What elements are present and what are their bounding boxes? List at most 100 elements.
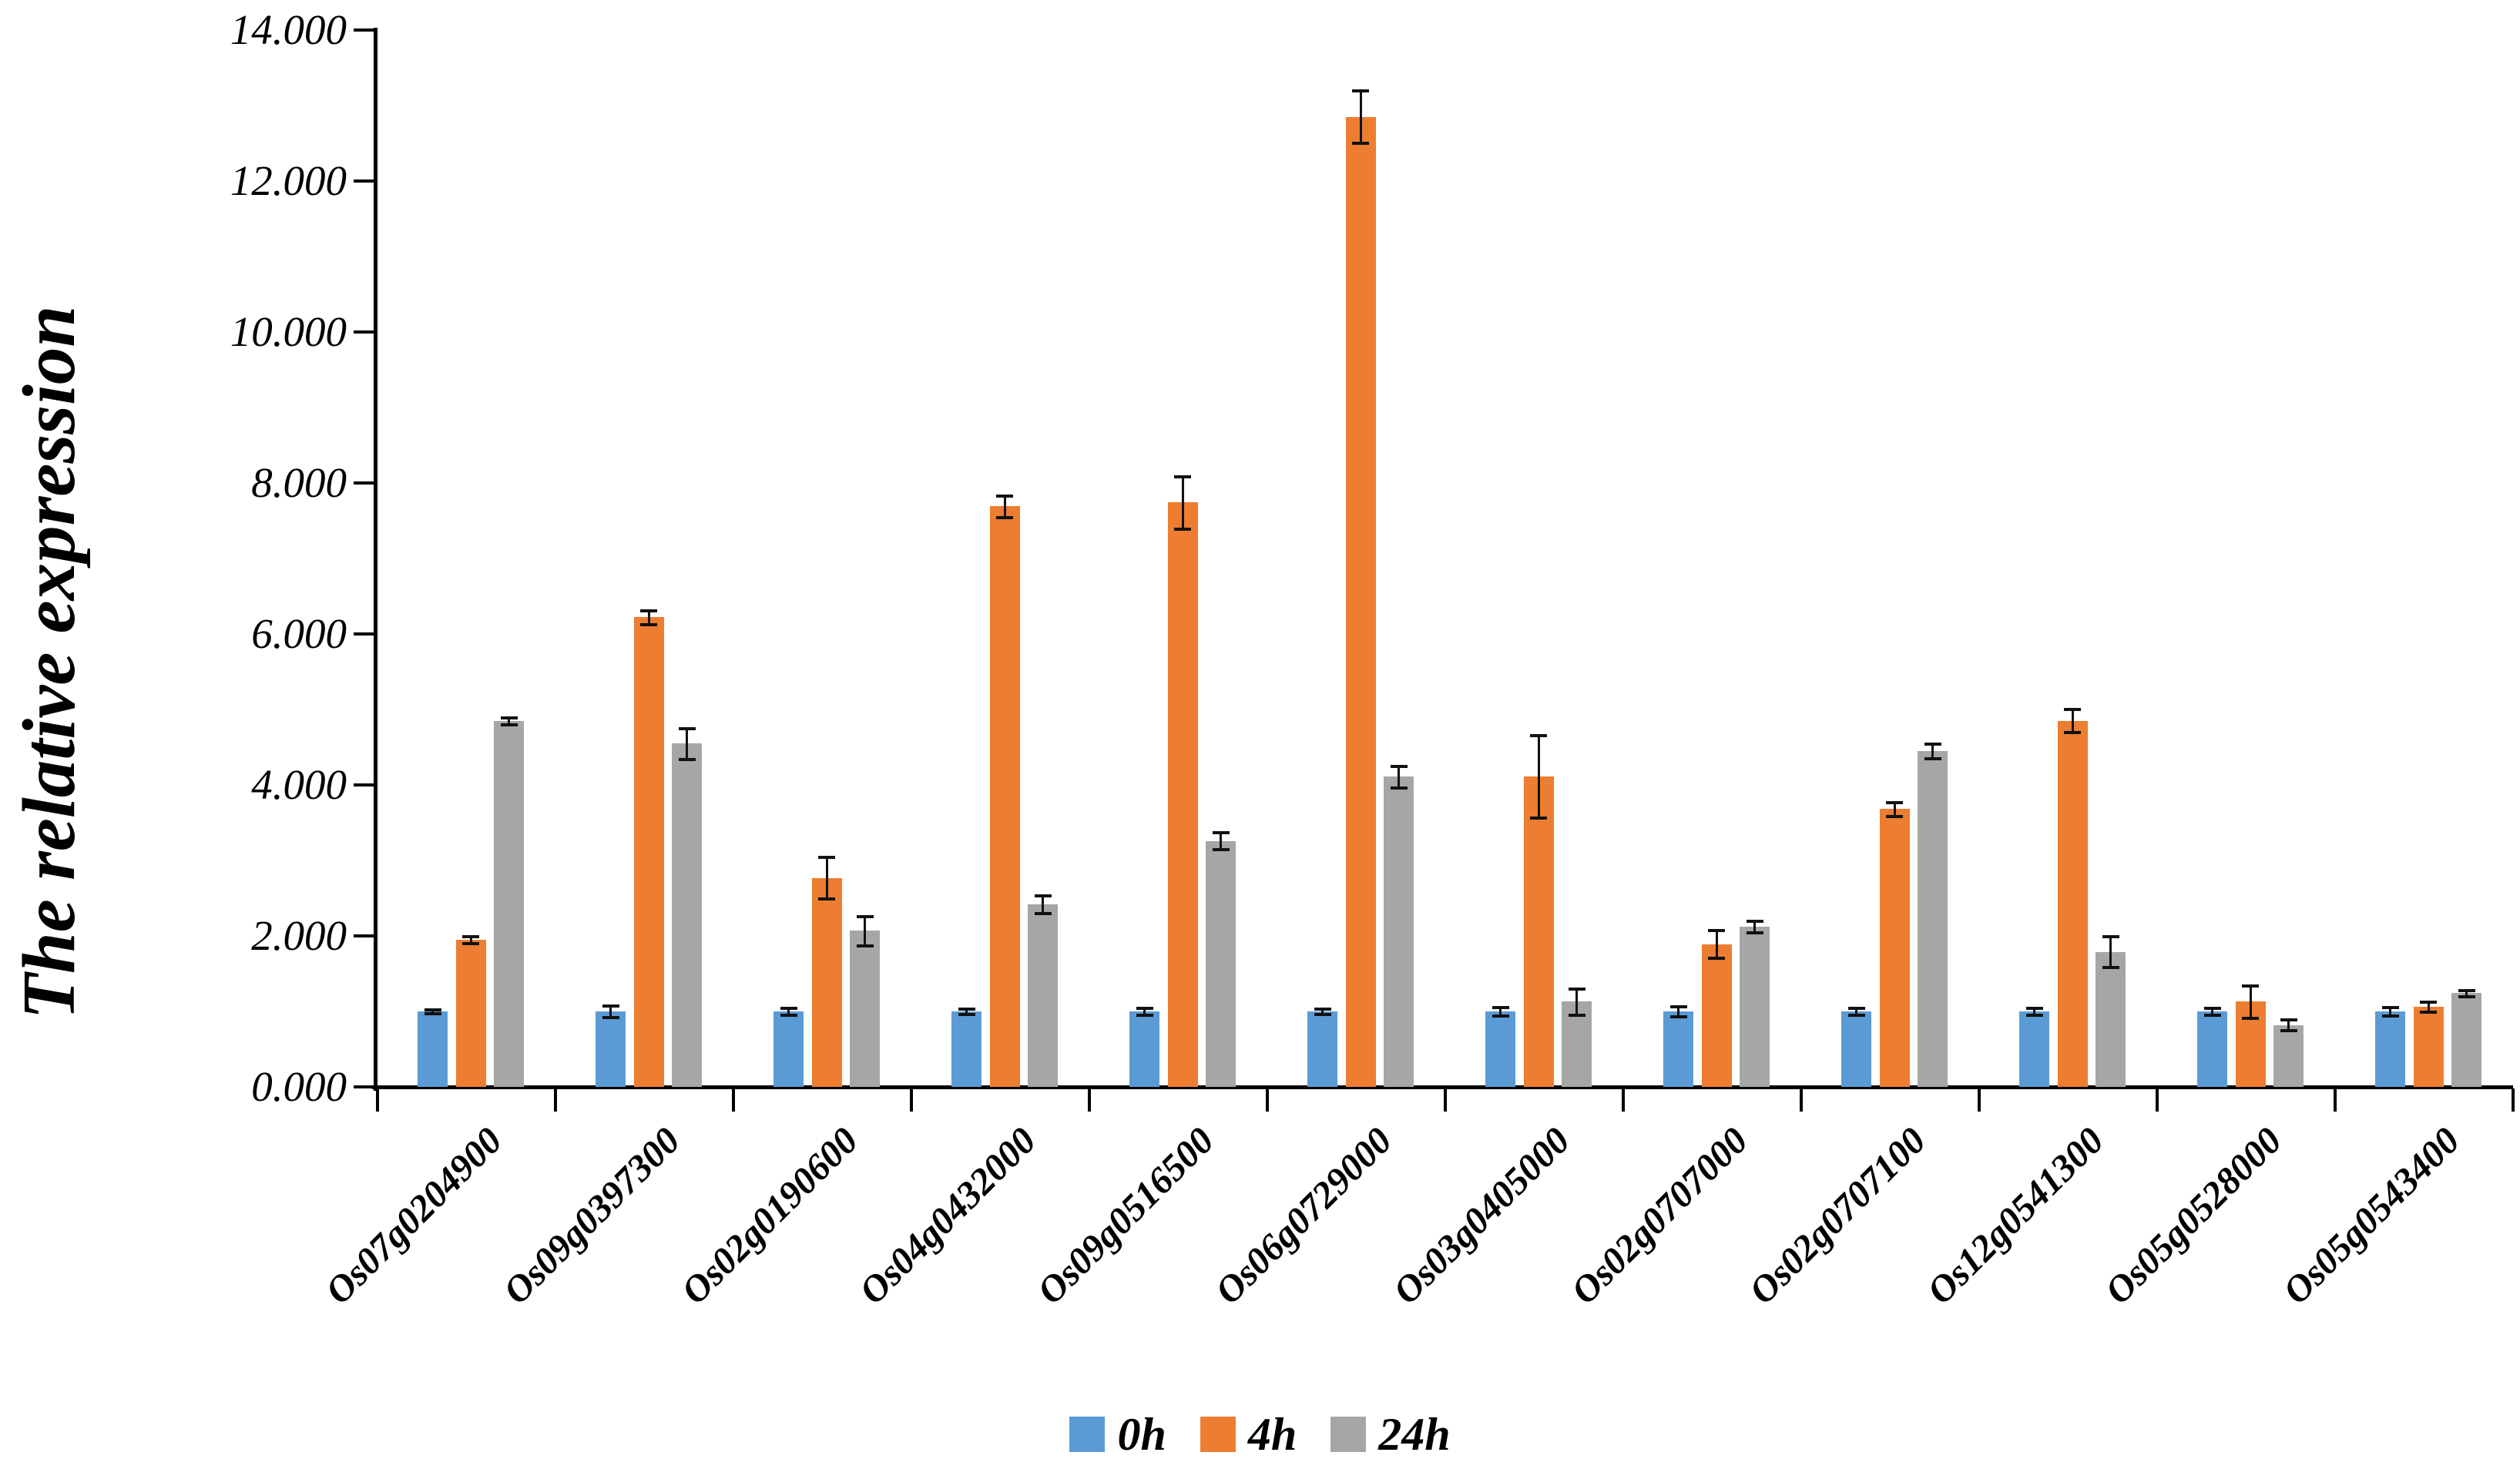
error-bar-line [965, 1008, 968, 1015]
bar-4h-Os03g0405000 [1523, 776, 1554, 1087]
error-bar-cap-bottom [1530, 817, 1547, 820]
x-category-label-Os06g0729000: Os06g0729000 [1206, 1118, 1400, 1313]
error-bar-line [647, 609, 650, 625]
error-bar-line [2465, 989, 2468, 998]
bar-4h-Os06g0729000 [1345, 116, 1376, 1087]
error-bar-line [1143, 1008, 1146, 1015]
bar-24h-Os02g0707000 [1740, 927, 1770, 1087]
error-bar-cap-top [1314, 1008, 1331, 1011]
x-category-label-Os02g0190600: Os02g0190600 [672, 1118, 866, 1313]
bar-4h-Os02g0190600 [811, 877, 842, 1087]
bar-24h-Os05g0528000 [2273, 1025, 2304, 1087]
error-bar-line [508, 716, 510, 725]
error-bar-line [1359, 90, 1362, 143]
bar-0h-Os02g0707000 [1663, 1011, 1693, 1087]
error-bar-cap-bottom [1314, 1012, 1331, 1016]
error-bar-line [1855, 1008, 1857, 1015]
error-bar-line [1321, 1008, 1324, 1015]
error-bar-cap-top [1136, 1007, 1153, 1011]
error-bar-cap-top [640, 609, 657, 612]
legend-label-4h: 4h [1247, 1409, 1297, 1460]
error-bar-line [864, 915, 866, 946]
error-bar-cap-top [602, 1004, 619, 1008]
error-bar-cap-bottom [678, 757, 696, 761]
error-bar-cap-top [818, 856, 835, 860]
error-bar-cap-bottom [462, 941, 479, 945]
error-bar-cap-bottom [500, 723, 518, 726]
x-category-label-Os02g0707100: Os02g0707100 [1740, 1118, 1934, 1313]
y-axis-title: The relative expression [8, 305, 90, 1020]
error-bar-cap-top [1568, 987, 1585, 991]
legend-item-24h: 24h [1330, 1409, 1451, 1460]
x-tick [376, 1088, 379, 1112]
y-tick [354, 29, 374, 32]
error-bar-line [1931, 743, 1934, 759]
bar-24h-Os09g0516500 [1206, 840, 1236, 1087]
error-bar-cap-top [2381, 1006, 2399, 1010]
legend-item-0h: 0h [1069, 1411, 1166, 1457]
x-tick [1622, 1088, 1625, 1112]
error-bar-line [2211, 1008, 2213, 1015]
error-bar-line [1398, 765, 1400, 788]
error-bar-line [1220, 831, 1222, 850]
y-tick [354, 330, 374, 334]
bar-24h-Os04g0432000 [1028, 904, 1058, 1087]
x-tick [1978, 1088, 1981, 1112]
x-tick [910, 1088, 913, 1112]
x-axis-line [372, 1085, 2513, 1089]
error-bar-cap-top [1352, 89, 1369, 93]
error-bar-line [1181, 476, 1184, 529]
error-bar-cap-bottom [818, 897, 835, 900]
error-bar-cap-top [1212, 830, 1230, 834]
error-bar-line [1715, 930, 1718, 959]
error-bar-cap-top [2064, 708, 2081, 712]
bar-4h-Os02g0707100 [1879, 809, 1910, 1087]
legend-swatch-24h [1330, 1417, 1367, 1452]
error-bar-line [1499, 1007, 1502, 1016]
error-bar-cap-bottom [1212, 848, 1230, 852]
error-bar-line [2249, 984, 2252, 1018]
legend-item-4h: 4h [1200, 1411, 1297, 1457]
error-bar-cap-top [2102, 935, 2119, 938]
error-bar-cap-bottom [996, 516, 1013, 520]
x-tick [1266, 1088, 1269, 1112]
error-bar-cap-bottom [1746, 931, 1763, 935]
error-bar-cap-bottom [2025, 1013, 2043, 1017]
legend: 0h 4h 24h [0, 1411, 2520, 1457]
bar-4h-Os09g0516500 [1167, 502, 1198, 1087]
x-tick [2334, 1088, 2337, 1112]
error-bar-cap-top [2242, 984, 2259, 988]
bar-0h-Os02g0190600 [773, 1011, 804, 1087]
legend-label-0h: 0h [1117, 1409, 1166, 1460]
error-bar-cap-top [2203, 1007, 2221, 1011]
error-bar-cap-bottom [602, 1015, 619, 1019]
error-bar-cap-bottom [1847, 1013, 1865, 1017]
y-tick-label: 14.000 [230, 6, 347, 53]
error-bar-cap-top [958, 1008, 975, 1011]
error-bar-line [2109, 936, 2112, 968]
x-category-label-Os02g0707000: Os02g0707000 [1562, 1118, 1756, 1313]
error-bar-line [686, 727, 688, 760]
bar-4h-Os02g0707000 [1701, 944, 1732, 1087]
error-bar-line [787, 1008, 790, 1015]
legend-label-24h: 24h [1378, 1409, 1451, 1460]
error-bar-line [1677, 1006, 1679, 1017]
bar-0h-Os07g0204900 [418, 1011, 448, 1087]
y-tick [354, 481, 374, 485]
bar-0h-Os02g0707100 [1841, 1011, 1871, 1087]
error-bar-cap-top [1746, 920, 1763, 924]
bar-24h-Os07g0204900 [494, 720, 524, 1087]
error-bar-cap-top [1390, 764, 1408, 768]
error-bar-cap-bottom [2280, 1029, 2297, 1033]
x-tick [2512, 1088, 2515, 1112]
error-bar-cap-top [1530, 734, 1547, 738]
error-bar-line [2071, 709, 2074, 733]
bar-24h-Os05g0543400 [2451, 993, 2481, 1087]
error-bar-line [609, 1005, 612, 1018]
legend-swatch-0h [1069, 1417, 1106, 1452]
x-category-label-Os04g0432000: Os04g0432000 [850, 1118, 1044, 1313]
x-category-label-Os03g0405000: Os03g0405000 [1384, 1118, 1578, 1313]
error-bar-cap-bottom [2242, 1016, 2259, 1020]
error-bar-cap-top [1924, 743, 1941, 746]
error-bar-cap-bottom [1352, 142, 1369, 145]
